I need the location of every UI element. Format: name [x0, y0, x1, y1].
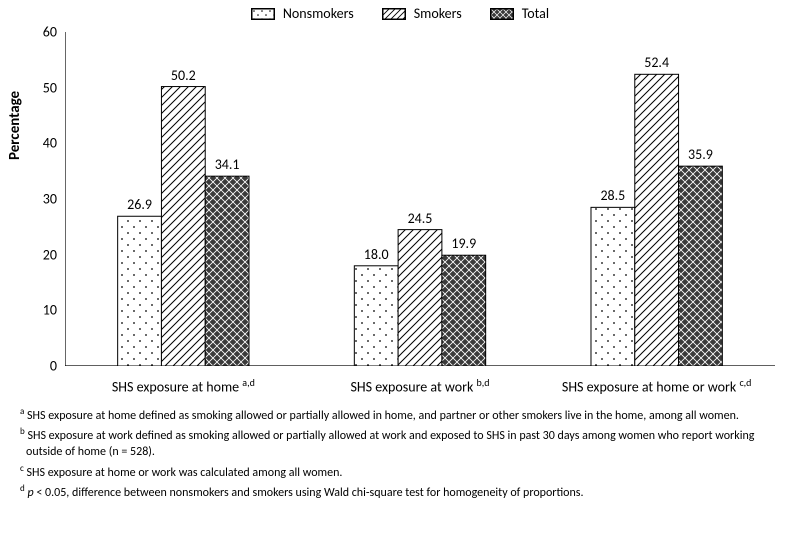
x-category-label: SHS exposure at home a,d — [112, 376, 255, 396]
bar-value-label: 35.9 — [688, 146, 713, 163]
legend: Nonsmokers Smokers Total — [10, 5, 790, 22]
bar-value-label: 18.0 — [364, 246, 389, 263]
footnote: a SHS exposure at home deﬁned as smoking… — [20, 406, 780, 424]
y-tick-label: 0 — [50, 358, 57, 375]
bar-value-label: 28.5 — [600, 187, 625, 204]
y-tick-label: 50 — [43, 79, 57, 96]
y-axis-label: Percentage — [6, 91, 24, 160]
y-tick-label: 30 — [43, 191, 57, 208]
bar-value-label: 34.1 — [215, 156, 240, 173]
footnote: b SHS exposure at work deﬁned as smoking… — [20, 426, 780, 460]
swatch-nonsmokers — [251, 8, 275, 20]
swatch-smokers — [382, 8, 406, 20]
x-category-label: SHS exposure at work b,d — [350, 376, 489, 396]
chart-area: 010203040506026.950.234.1SHS exposure at… — [65, 26, 785, 366]
x-category-label: SHS exposure at home or work c,d — [562, 376, 752, 396]
bar-value-label: 24.5 — [408, 210, 433, 227]
bar-value-label: 26.9 — [127, 196, 152, 213]
y-tick-label: 40 — [43, 135, 57, 152]
bar-value-label: 50.2 — [171, 67, 196, 84]
bar-value-label: 52.4 — [644, 54, 669, 71]
y-tick-label: 60 — [43, 24, 57, 41]
bar-value-label: 19.9 — [451, 235, 476, 252]
legend-label: Smokers — [414, 5, 462, 22]
footnote: d p < 0.05, diﬀerence between nonsmokers… — [20, 483, 780, 501]
footnotes: a SHS exposure at home deﬁned as smoking… — [20, 406, 780, 501]
swatch-total — [490, 8, 514, 20]
y-tick-label: 20 — [43, 246, 57, 263]
legend-label: Nonsmokers — [283, 5, 354, 22]
footnote: c SHS exposure at home or work was calcu… — [20, 463, 780, 481]
legend-item-nonsmokers: Nonsmokers — [251, 5, 354, 22]
legend-item-smokers: Smokers — [382, 5, 462, 22]
y-tick-label: 10 — [43, 302, 57, 319]
legend-item-total: Total — [490, 5, 549, 22]
legend-label: Total — [522, 5, 549, 22]
